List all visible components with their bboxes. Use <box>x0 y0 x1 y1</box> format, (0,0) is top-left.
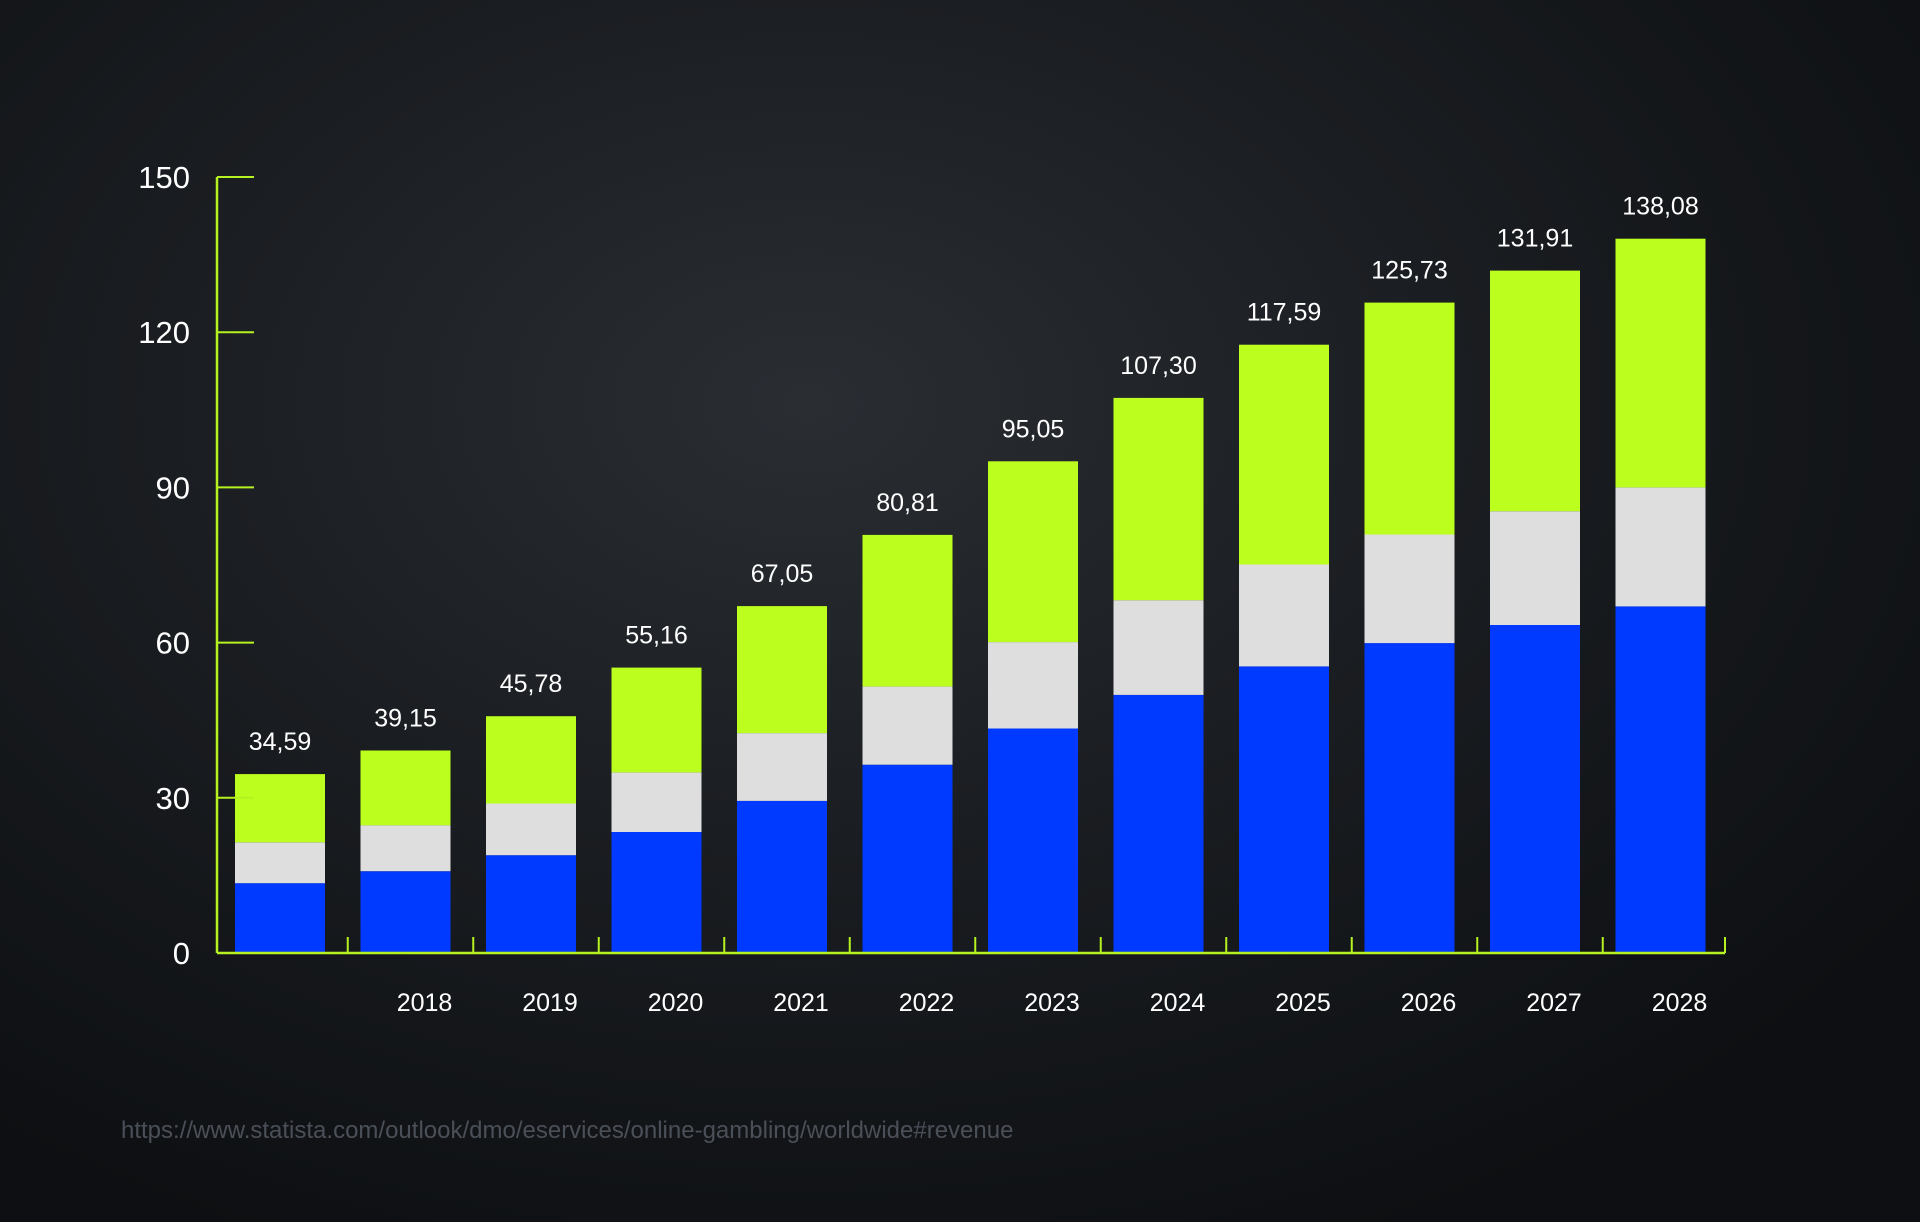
x-tick-label: 2023 <box>1024 989 1080 1017</box>
y-tick-label: 30 <box>156 781 190 816</box>
x-tick-label: 2026 <box>1401 989 1457 1017</box>
bar-segment-bottom <box>235 883 325 953</box>
bar-segment-top <box>611 667 702 773</box>
bar-total-label: 80,81 <box>876 489 939 517</box>
bar-total-label: 55,16 <box>625 622 688 650</box>
bar-segment-top <box>1490 270 1580 512</box>
bar-total-label: 107,30 <box>1120 352 1196 380</box>
bar-segment-bottom <box>1113 694 1204 953</box>
bar-segment-top <box>1113 397 1204 601</box>
bar-segment-bottom <box>611 831 702 953</box>
bar-segment-bottom <box>360 871 451 953</box>
bar-segment-top <box>737 606 827 734</box>
x-tick-label: 2024 <box>1150 989 1206 1017</box>
bar-total-label: 95,05 <box>1002 415 1065 443</box>
x-tick-label: 2021 <box>773 989 829 1017</box>
x-tick-label: 2028 <box>1652 989 1708 1017</box>
bar-total-label: 67,05 <box>751 560 814 588</box>
bar-total-label: 45,78 <box>500 670 563 698</box>
x-tick-label: 2020 <box>648 989 704 1017</box>
bar-segment-middle <box>862 686 953 765</box>
bar-segment-bottom <box>1615 606 1706 953</box>
bar-segment-middle <box>360 825 451 872</box>
bar-segment-top <box>1239 344 1329 565</box>
bar-segment-top <box>988 461 1078 643</box>
bar-segment-middle <box>235 842 325 884</box>
bar-segment-middle <box>1239 564 1329 667</box>
axes-group <box>215 176 1726 955</box>
bar-segment-bottom <box>737 800 827 953</box>
bar-segment-middle <box>1364 534 1455 644</box>
bar-segment-top <box>1364 302 1455 535</box>
bar-segment-top <box>862 534 953 687</box>
bar-total-label: 125,73 <box>1371 257 1447 285</box>
bar-segment-middle <box>611 772 702 832</box>
bar-segment-middle <box>1490 511 1580 625</box>
bar-segment-top <box>360 750 451 826</box>
bar-segment-bottom <box>1490 625 1580 953</box>
y-tick-label: 60 <box>156 626 190 661</box>
y-tick-label: 150 <box>138 160 190 195</box>
x-tick-label: 2022 <box>899 989 955 1017</box>
bar-total-label: 34,59 <box>249 728 312 756</box>
y-tick-label: 0 <box>173 936 190 971</box>
bar-segment-bottom <box>1239 666 1329 953</box>
y-tick-label: 120 <box>138 315 190 350</box>
x-tick-label: 2025 <box>1275 989 1331 1017</box>
bar-segment-top <box>1615 238 1706 488</box>
bar-segment-middle <box>486 803 576 856</box>
bar-total-label: 117,59 <box>1247 299 1322 327</box>
bar-segment-top <box>486 716 576 804</box>
y-tick-label: 90 <box>156 470 190 505</box>
x-tick-label: 2018 <box>397 989 453 1017</box>
bar-segment-bottom <box>988 728 1078 953</box>
bar-total-label: 39,15 <box>374 705 437 733</box>
bar-total-label: 131,91 <box>1497 225 1573 253</box>
bar-segment-bottom <box>486 855 576 953</box>
bar-total-label: 138,08 <box>1622 193 1698 221</box>
bar-segment-middle <box>988 642 1078 729</box>
bar-segment-middle <box>1113 600 1204 695</box>
source-url: https://www.statista.com/outlook/dmo/ese… <box>121 1117 1014 1144</box>
bar-segment-top <box>235 774 325 843</box>
bar-segment-bottom <box>862 764 953 953</box>
x-tick-label: 2019 <box>522 989 578 1017</box>
bar-segment-bottom <box>1364 643 1455 953</box>
x-tick-label: 2027 <box>1526 989 1582 1017</box>
labels-group: 34,59 39,15 2018 45,78 2019 55,16 2020 67,05 202… <box>138 160 1707 1017</box>
bar-segment-middle <box>1615 487 1706 607</box>
bar-segment-middle <box>737 733 827 801</box>
bars-group <box>235 238 1706 953</box>
